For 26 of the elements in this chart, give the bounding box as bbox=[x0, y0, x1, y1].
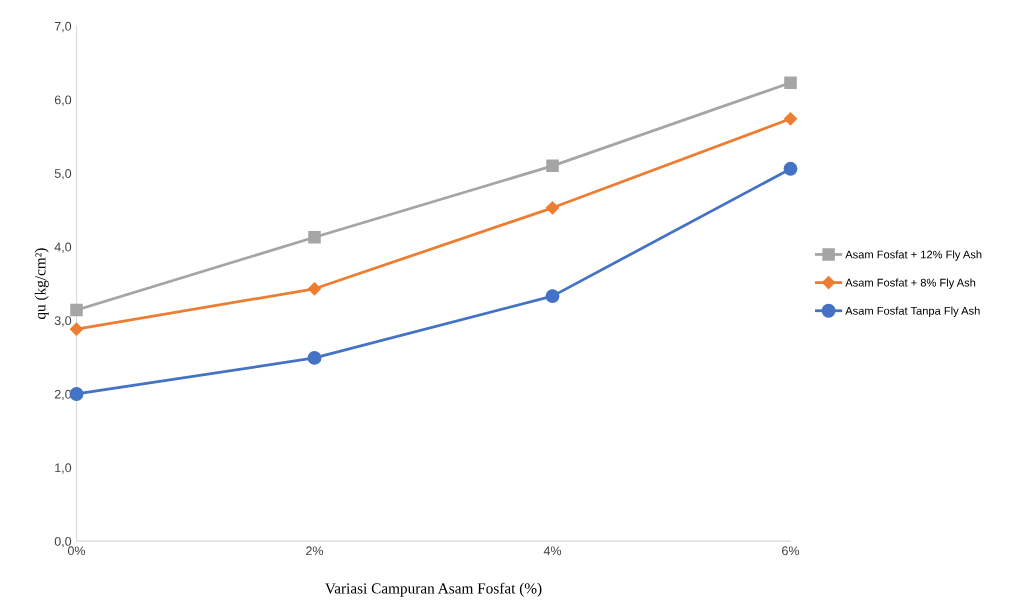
legend-label: Asam Fosfat Tanpa Fly Ash bbox=[845, 306, 980, 317]
y-tick-label: 5,0 bbox=[54, 169, 72, 180]
point bbox=[308, 230, 321, 244]
point bbox=[69, 322, 84, 336]
point bbox=[307, 350, 322, 365]
point bbox=[70, 303, 83, 317]
point bbox=[784, 76, 797, 89]
x-tick-label: 4% bbox=[543, 546, 562, 556]
x-tick-label: 2% bbox=[306, 546, 324, 556]
point bbox=[783, 112, 798, 126]
legend-label: Asam Fosfat + 8% Fly Ash bbox=[845, 278, 976, 289]
point bbox=[546, 159, 559, 173]
y-tick-label: 1,0 bbox=[55, 463, 72, 474]
point bbox=[545, 289, 560, 304]
point bbox=[307, 282, 322, 296]
legend-label: Asam Fosfat + 12% Fly Ash bbox=[845, 250, 982, 261]
y-tick-label: 7,0 bbox=[54, 21, 72, 33]
point bbox=[545, 201, 560, 215]
y-tick-label: 6,0 bbox=[54, 95, 72, 106]
y-tick-label: 3,0 bbox=[54, 316, 72, 327]
y-axis-title: qu (kg/cm²) bbox=[34, 248, 49, 320]
x-tick-label: 6% bbox=[782, 546, 800, 556]
point bbox=[783, 161, 798, 176]
y-tick-label: 4,0 bbox=[54, 242, 72, 253]
x-axis-title: Variasi Campuran Asam Fosfat (%) bbox=[325, 582, 542, 597]
x-tick-label: 0% bbox=[67, 546, 86, 556]
